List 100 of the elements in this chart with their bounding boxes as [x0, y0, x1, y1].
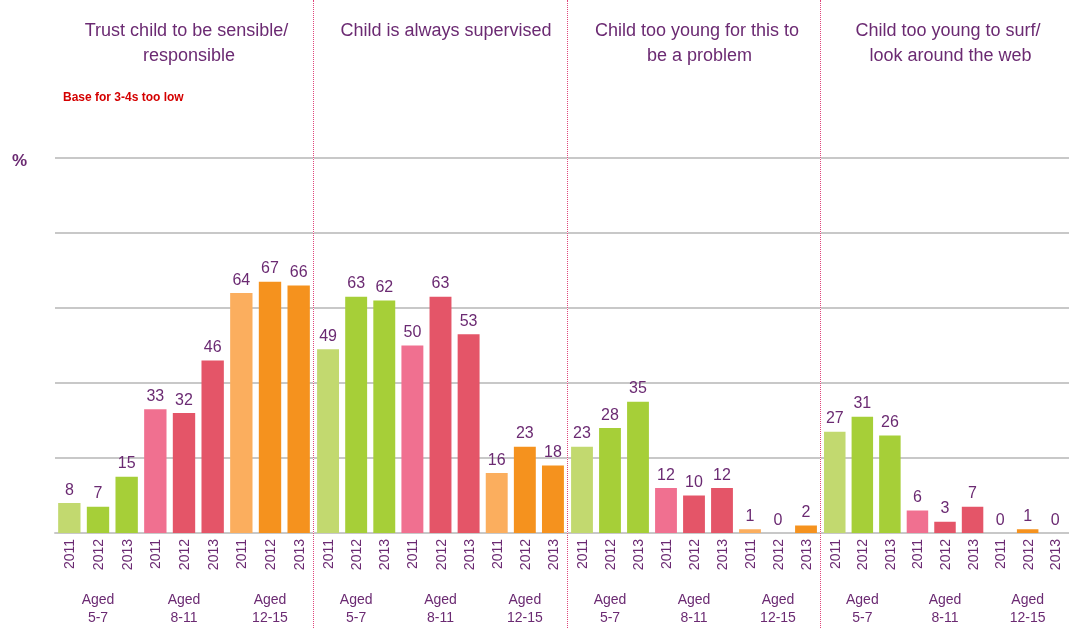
data-label: 33	[146, 386, 165, 404]
bar	[457, 334, 480, 533]
bar	[230, 293, 253, 533]
data-label: 0	[995, 510, 1005, 528]
x-tick-label: 2011	[488, 538, 505, 570]
bar	[58, 503, 81, 533]
chart-title: Trust child to be sensible/ responsible	[84, 19, 294, 65]
x-tick-label: 2012	[1019, 538, 1036, 571]
data-label: 62	[375, 278, 394, 295]
data-label: 8	[64, 480, 74, 498]
text: Aged 5-7	[845, 591, 879, 625]
text: Aged 5-7	[81, 591, 115, 625]
bar	[86, 506, 110, 533]
x-tick-label: 2012	[516, 538, 533, 571]
bar	[513, 446, 536, 533]
data-label: 53	[459, 311, 478, 329]
bar	[258, 281, 282, 533]
x-tick-label: 2011	[742, 538, 758, 570]
bar	[172, 413, 196, 533]
x-tick-label: 2012	[90, 538, 106, 571]
bar	[599, 428, 621, 533]
x-tick-label: 2013	[460, 538, 477, 571]
bar	[739, 529, 761, 533]
x-tick-label: 2012	[262, 538, 278, 571]
bar	[879, 435, 901, 533]
text: Aged 5-7	[339, 591, 373, 625]
bar	[711, 488, 733, 533]
x-tick-label: 2012	[602, 538, 618, 571]
text: Aged 12-15	[506, 591, 543, 625]
chart-title: Child is always supervised	[340, 19, 552, 40]
bar	[429, 296, 452, 533]
x-tick-label: 2012	[937, 538, 953, 571]
text: Aged 5-7	[593, 591, 627, 625]
data-label: 63	[347, 274, 366, 292]
data-label: 15	[117, 454, 136, 472]
x-tick-label: 2011	[658, 538, 674, 570]
data-label: 16	[487, 450, 506, 468]
x-tick-label: 2013	[1047, 538, 1064, 571]
bar	[345, 296, 368, 533]
bar	[201, 360, 224, 533]
x-tick-label: 2013	[714, 538, 730, 571]
text: Aged 8-11	[424, 591, 457, 625]
x-tick-label: 2013	[964, 538, 981, 571]
data-label: 1	[1023, 506, 1033, 524]
x-tick-label: 2013	[118, 538, 135, 571]
bar	[401, 345, 424, 533]
x-tick-label: 2011	[404, 538, 421, 570]
x-tick-label: 2013	[376, 538, 393, 571]
data-label: 64	[232, 270, 251, 288]
x-tick-label: 2011	[909, 538, 926, 570]
x-tick-label: 2013	[881, 538, 898, 571]
x-tick-label: 2011	[233, 538, 250, 570]
x-tick-label: 2011	[826, 538, 843, 570]
data-label: 26	[880, 413, 899, 430]
data-label: 63	[431, 274, 450, 292]
data-label: 31	[853, 394, 872, 412]
data-label: 2	[801, 503, 811, 520]
data-label: 12	[657, 465, 675, 483]
bar	[1016, 529, 1039, 533]
data-label: 67	[261, 259, 279, 277]
x-tick-label: 2012	[854, 538, 871, 571]
chart-subtitle: Base for 3-4s too low	[63, 90, 185, 104]
bar	[373, 300, 396, 533]
x-tick-label: 2013	[204, 538, 221, 571]
data-label: 7	[93, 484, 103, 502]
data-label: 23	[515, 424, 534, 442]
data-label: 66	[289, 263, 308, 280]
x-tick-label: 2011	[574, 538, 590, 570]
bar	[317, 349, 340, 533]
x-tick-label: 2012	[686, 538, 702, 571]
bar	[934, 521, 956, 533]
text: Aged 8-11	[677, 591, 711, 625]
chart-title: Child too young for this to be a problem	[594, 19, 805, 65]
bar	[287, 285, 310, 533]
data-label: 10	[685, 473, 703, 490]
x-tick-label: 2011	[320, 538, 337, 570]
x-tick-label: 2013	[798, 538, 814, 571]
bar	[824, 431, 846, 533]
bar	[571, 446, 593, 533]
x-tick-label: 2012	[176, 538, 192, 571]
text: Aged 12-15	[252, 591, 289, 625]
data-label: 27	[825, 409, 844, 427]
data-label: 0	[1050, 510, 1060, 528]
x-tick-label: 2012	[770, 538, 786, 571]
text: Aged 12-15	[1009, 591, 1046, 625]
bar	[906, 510, 929, 533]
bar	[627, 401, 649, 533]
x-tick-label: 2012	[432, 538, 449, 571]
chart-title: Child too young to surf/ look around the web	[855, 19, 1046, 65]
data-label: 49	[319, 326, 338, 344]
bar	[144, 409, 167, 533]
text: Aged 8-11	[928, 591, 962, 625]
text: Aged 12-15	[760, 591, 797, 625]
data-label: 3	[940, 499, 950, 517]
data-label: 50	[403, 323, 422, 340]
x-tick-label: 2011	[147, 538, 164, 570]
data-label: 0	[773, 510, 783, 528]
data-label: 1	[745, 506, 755, 524]
x-tick-label: 2013	[290, 538, 307, 571]
data-label: 12	[713, 465, 731, 483]
